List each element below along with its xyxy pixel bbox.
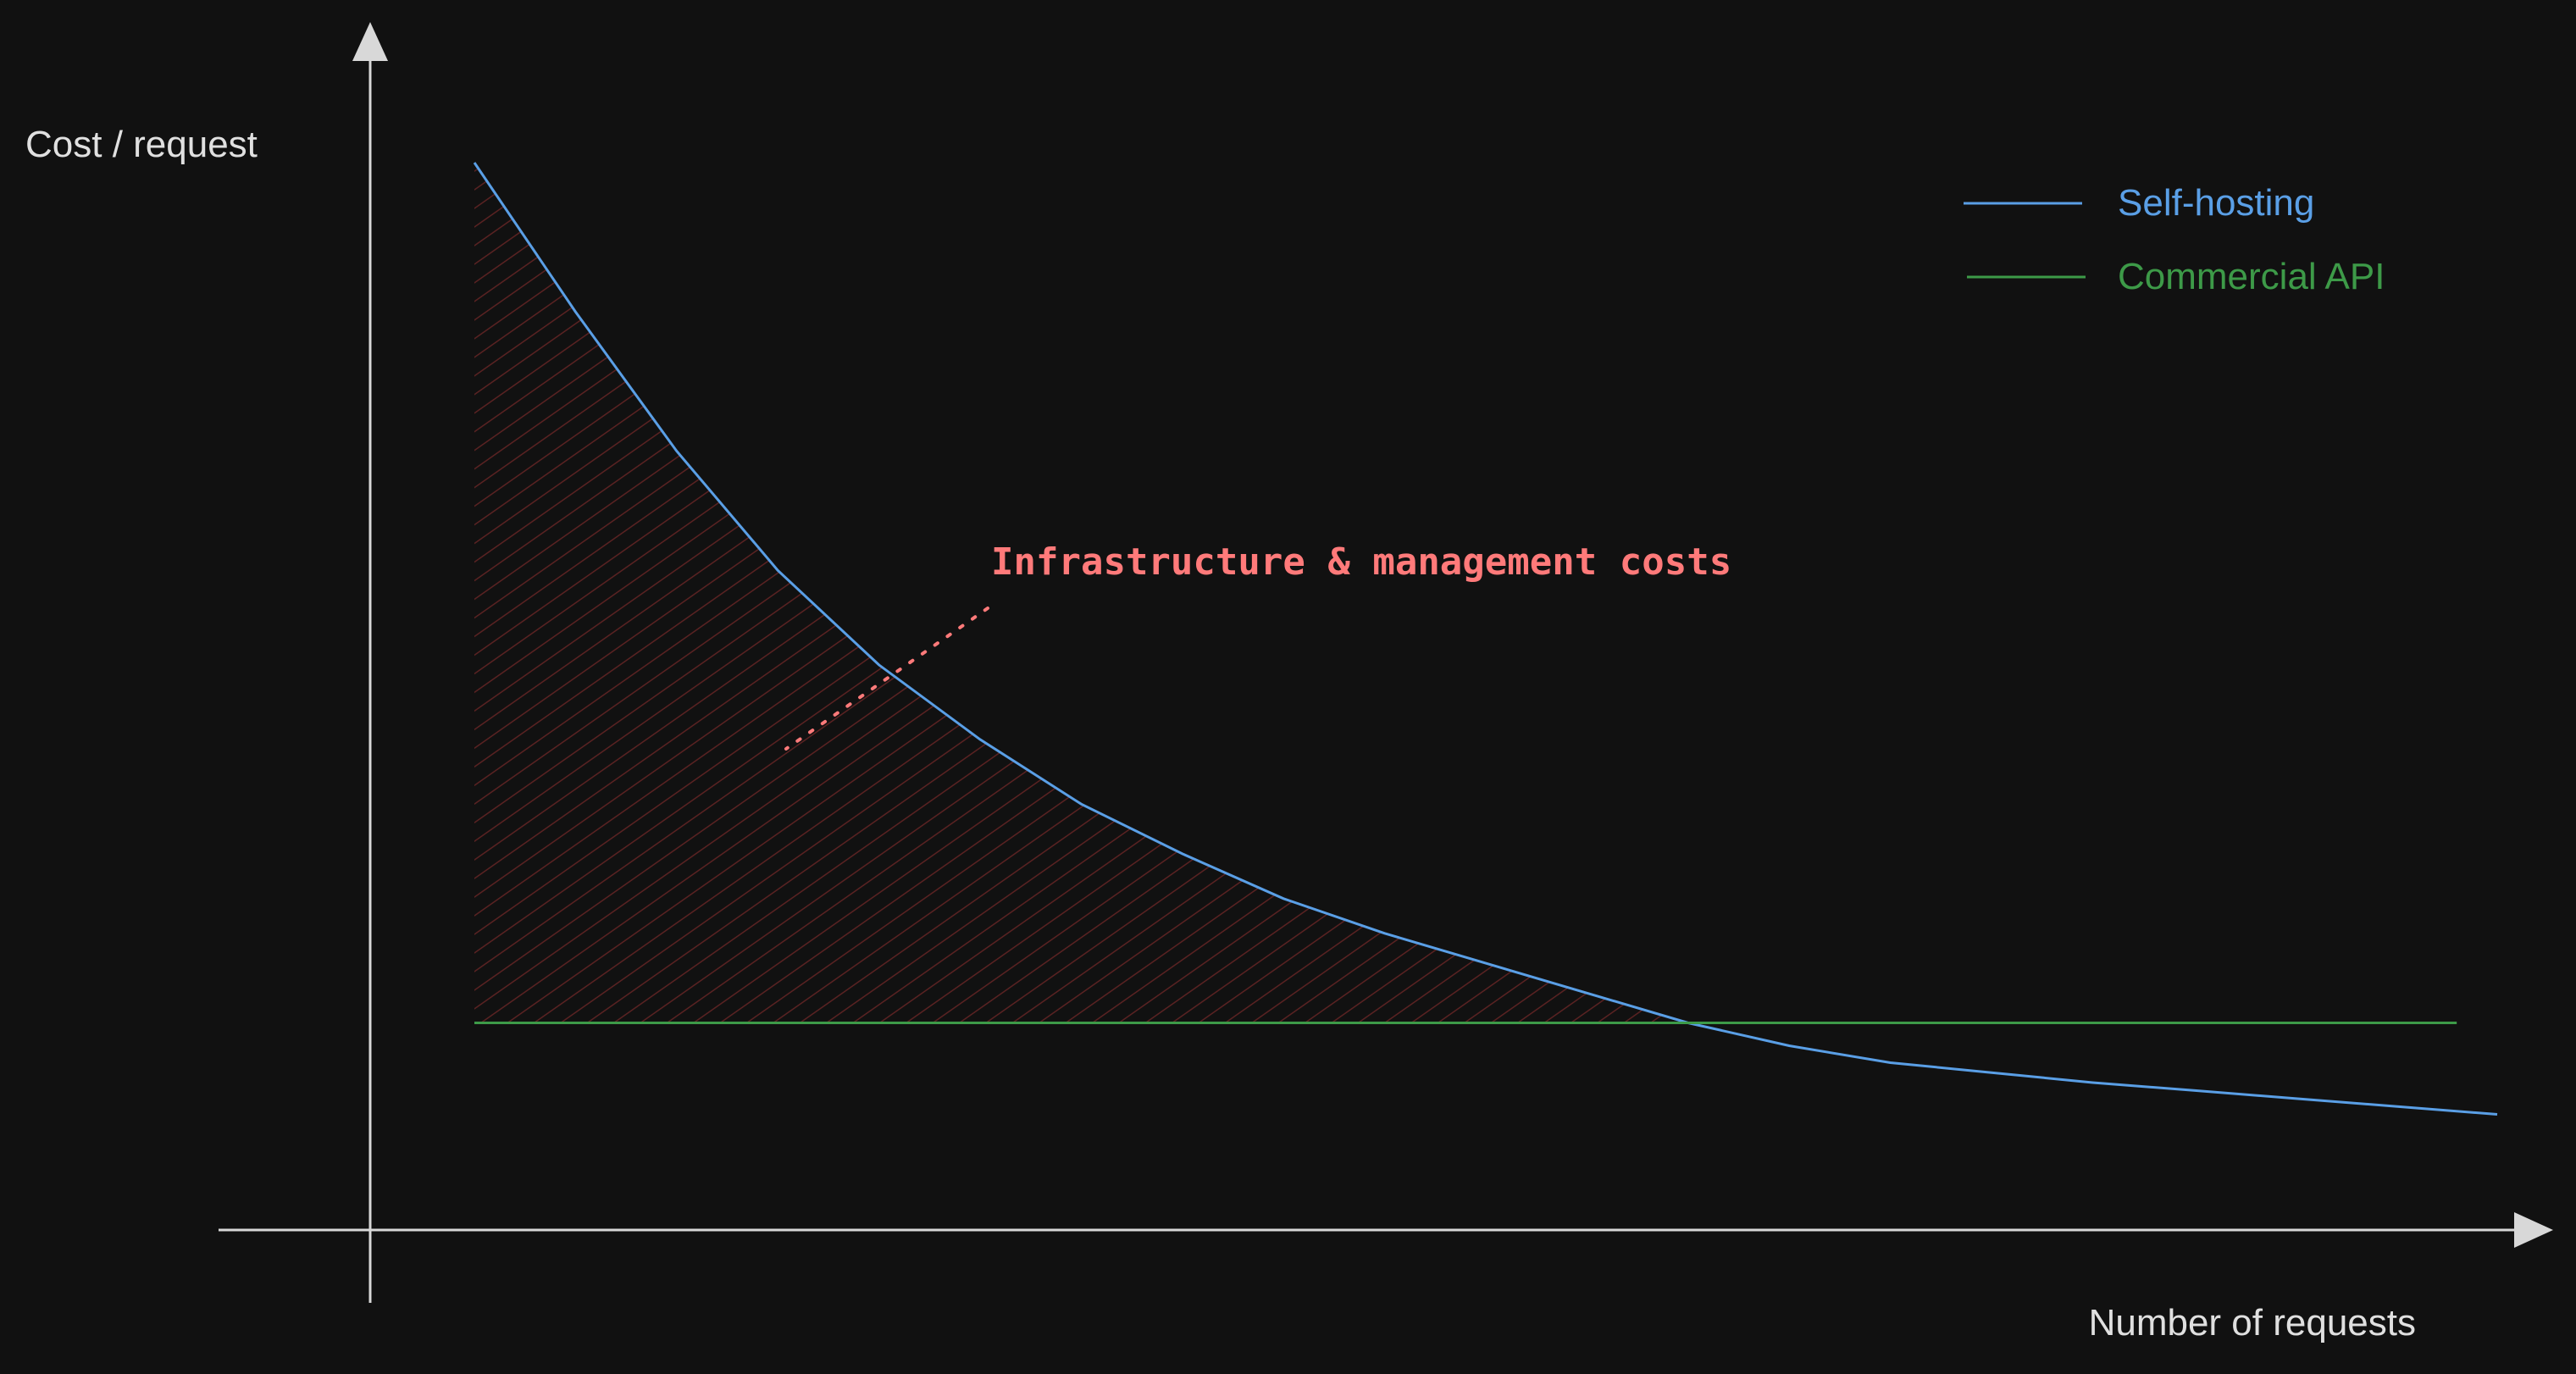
y-axis-label: Cost / request: [25, 124, 258, 165]
annotation-infrastructure-costs: Infrastructure & management costs: [991, 540, 1731, 584]
y-axis-arrowhead: [352, 22, 388, 61]
legend: Self-hosting Commercial API: [1964, 182, 2385, 297]
x-axis-arrowhead: [2514, 1212, 2553, 1248]
self-hosting-series-line: [473, 162, 2498, 1116]
annotation-leader-line: [784, 607, 989, 751]
infrastructure-cost-hatched-area: [474, 163, 1688, 1023]
x-axis-label: Number of requests: [2089, 1302, 2416, 1344]
legend-label-commercial-api: Commercial API: [2118, 256, 2385, 297]
legend-label-self-hosting: Self-hosting: [2118, 182, 2314, 224]
